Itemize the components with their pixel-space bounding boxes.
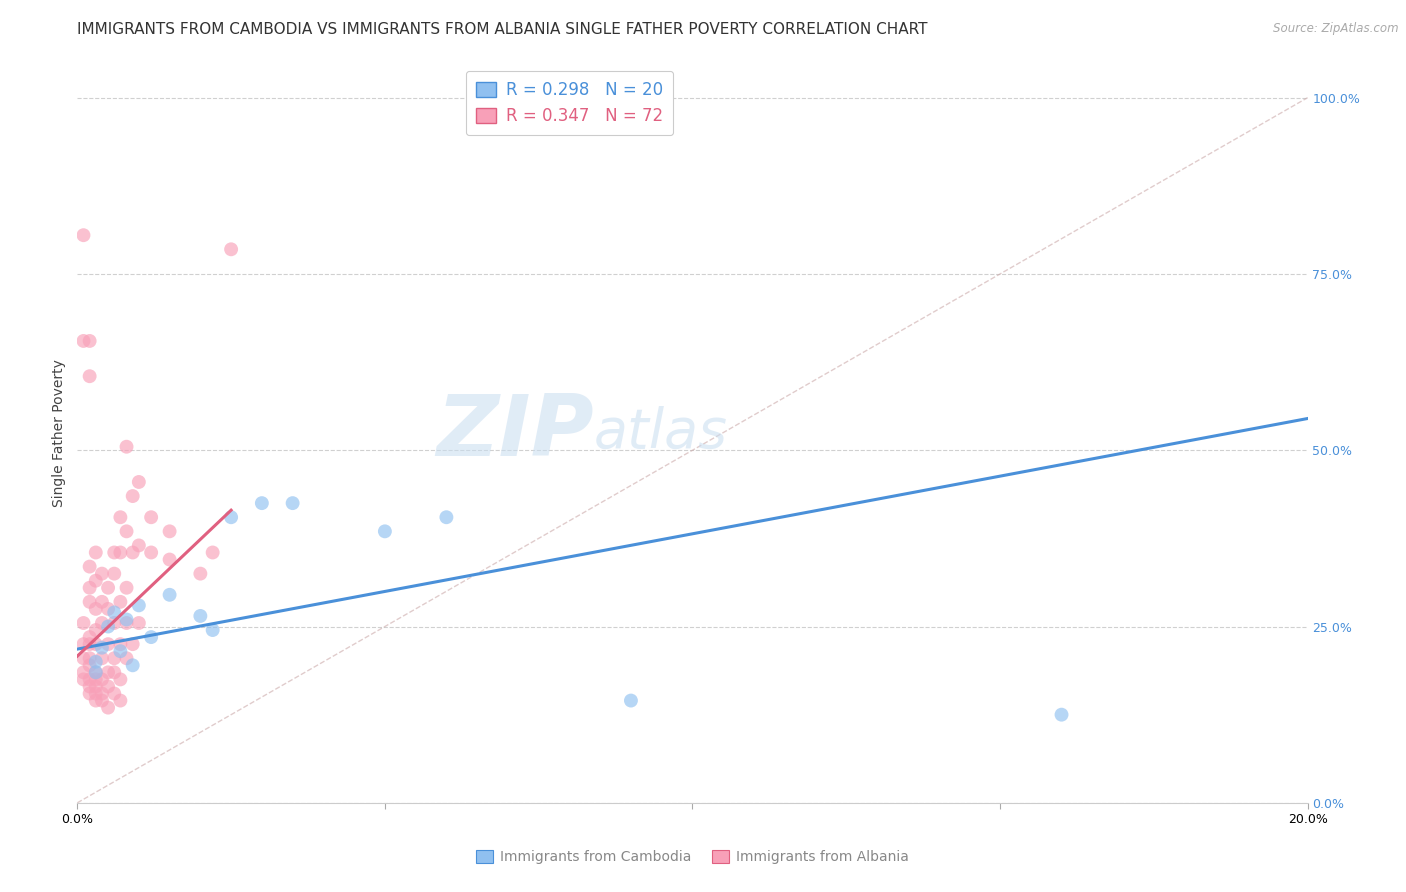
Point — [115, 581, 138, 595]
Point — [84, 545, 107, 559]
Point — [79, 673, 101, 687]
Point — [84, 680, 107, 694]
Point — [79, 686, 101, 700]
Point — [103, 545, 125, 559]
Point — [201, 545, 224, 559]
Point — [72, 334, 94, 348]
Point — [250, 496, 273, 510]
Point — [79, 369, 101, 384]
Point — [115, 612, 138, 626]
Point — [90, 651, 114, 665]
Point — [72, 228, 94, 243]
Point — [219, 242, 242, 256]
Point — [72, 665, 94, 680]
Point — [110, 644, 132, 658]
Point — [141, 545, 163, 559]
Point — [90, 566, 114, 581]
Point — [121, 489, 143, 503]
Point — [115, 440, 138, 454]
Point — [84, 665, 107, 680]
Point — [219, 510, 242, 524]
Legend: Immigrants from Cambodia, Immigrants from Albania: Immigrants from Cambodia, Immigrants fro… — [471, 845, 914, 870]
Point — [72, 637, 94, 651]
Point — [90, 673, 114, 687]
Point — [97, 602, 120, 616]
Text: ZIP: ZIP — [436, 391, 595, 475]
Point — [90, 686, 114, 700]
Point — [115, 615, 138, 630]
Point — [128, 615, 150, 630]
Point — [188, 609, 212, 624]
Point — [97, 637, 120, 651]
Point — [141, 510, 163, 524]
Point — [103, 566, 125, 581]
Point — [79, 637, 101, 651]
Point — [90, 595, 114, 609]
Point — [97, 700, 120, 714]
Point — [121, 637, 143, 651]
Point — [374, 524, 396, 539]
Point — [436, 510, 458, 524]
Text: Source: ZipAtlas.com: Source: ZipAtlas.com — [1274, 22, 1399, 36]
Point — [115, 651, 138, 665]
Point — [84, 673, 107, 687]
Point — [84, 574, 107, 588]
Text: IMMIGRANTS FROM CAMBODIA VS IMMIGRANTS FROM ALBANIA SINGLE FATHER POVERTY CORREL: IMMIGRANTS FROM CAMBODIA VS IMMIGRANTS F… — [77, 22, 928, 37]
Point — [103, 651, 125, 665]
Point — [72, 673, 94, 687]
Point — [121, 658, 143, 673]
Point — [115, 524, 138, 539]
Point — [79, 630, 101, 644]
Point — [97, 680, 120, 694]
Point — [79, 595, 101, 609]
Point — [103, 615, 125, 630]
Point — [110, 595, 132, 609]
Point — [79, 680, 101, 694]
Point — [84, 655, 107, 669]
Point — [72, 615, 94, 630]
Point — [159, 552, 181, 566]
Point — [128, 599, 150, 613]
Point — [84, 665, 107, 680]
Point — [79, 658, 101, 673]
Point — [97, 665, 120, 680]
Point — [90, 615, 114, 630]
Point — [90, 640, 114, 655]
Point — [79, 651, 101, 665]
Point — [110, 510, 132, 524]
Point — [90, 693, 114, 707]
Point — [110, 673, 132, 687]
Point — [110, 545, 132, 559]
Point — [159, 588, 181, 602]
Point — [201, 623, 224, 637]
Point — [121, 545, 143, 559]
Point — [103, 606, 125, 620]
Point — [84, 623, 107, 637]
Point — [97, 619, 120, 633]
Point — [103, 665, 125, 680]
Point — [84, 693, 107, 707]
Point — [79, 581, 101, 595]
Point — [159, 524, 181, 539]
Point — [79, 334, 101, 348]
Point — [281, 496, 304, 510]
Text: atlas: atlas — [595, 406, 728, 459]
Point — [1050, 707, 1073, 722]
Point — [72, 651, 94, 665]
Point — [97, 581, 120, 595]
Point — [128, 475, 150, 489]
Point — [620, 693, 643, 707]
Point — [84, 602, 107, 616]
Point — [103, 686, 125, 700]
Point — [84, 686, 107, 700]
Point — [84, 637, 107, 651]
Y-axis label: Single Father Poverty: Single Father Poverty — [52, 359, 66, 507]
Point — [188, 566, 212, 581]
Point — [79, 559, 101, 574]
Point — [128, 538, 150, 552]
Point — [110, 693, 132, 707]
Point — [141, 630, 163, 644]
Point — [110, 637, 132, 651]
